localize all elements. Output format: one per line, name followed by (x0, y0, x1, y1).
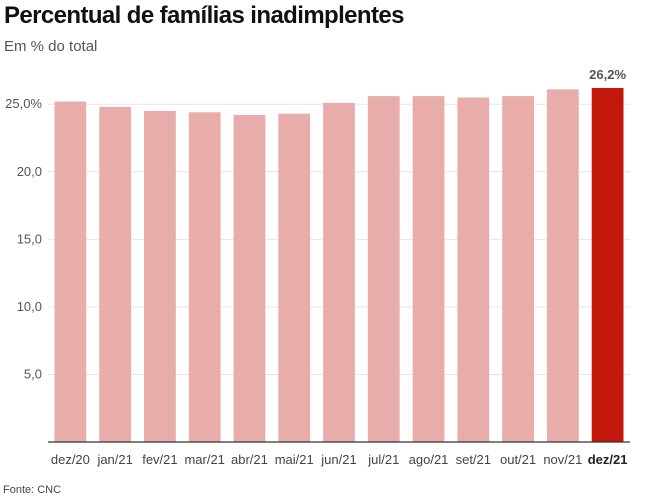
bar (99, 106, 132, 443)
bar (591, 88, 624, 442)
x-tick-label: jan/21 (96, 452, 132, 467)
x-tick-label: fev/21 (142, 452, 177, 467)
y-tick-label: 25,0% (5, 96, 42, 111)
x-tick-label: dez/21 (588, 452, 628, 467)
x-tick-label: abr/21 (231, 452, 268, 467)
x-tick-label: jun/21 (320, 452, 356, 467)
bar-chart: 5,0 10,0 15,0 20,0 25,0% dez/20 jan/21 fev/21 ma… (5, 67, 630, 467)
x-tick-label: ago/21 (409, 452, 449, 467)
y-tick-label: 10,0 (17, 299, 42, 314)
bar (412, 96, 445, 442)
y-tick-label: 15,0 (17, 231, 42, 246)
bar (233, 115, 266, 443)
bar (457, 97, 490, 443)
y-tick-label: 5,0 (24, 366, 42, 381)
x-tick-label: dez/20 (51, 452, 90, 467)
chart-title: Percentual de famílias inadimplentes (4, 2, 404, 29)
x-tick-label: set/21 (456, 452, 491, 467)
labels: 5,0 10,0 15,0 20,0 25,0% dez/20 jan/21 fev/21 ma… (5, 67, 630, 467)
bar (278, 113, 311, 442)
bar (188, 112, 221, 442)
source-note: Fonte: CNC (3, 484, 62, 496)
y-tick-label: 20,0 (17, 164, 42, 179)
bar (54, 101, 87, 443)
x-tick-label: mar/21 (184, 452, 224, 467)
bars (54, 88, 624, 443)
data-label: 26,2% (589, 67, 626, 82)
bar (502, 96, 534, 442)
chart-subtitle: Em % do total (4, 38, 98, 55)
x-tick-label: mai/21 (275, 452, 314, 467)
bar (367, 96, 400, 442)
bar (546, 89, 579, 443)
x-tick-label: nov/21 (543, 452, 582, 467)
bar (323, 102, 355, 442)
x-tick-label: jul/21 (367, 452, 399, 467)
x-tick-label: out/21 (500, 452, 536, 467)
bar (144, 110, 176, 442)
